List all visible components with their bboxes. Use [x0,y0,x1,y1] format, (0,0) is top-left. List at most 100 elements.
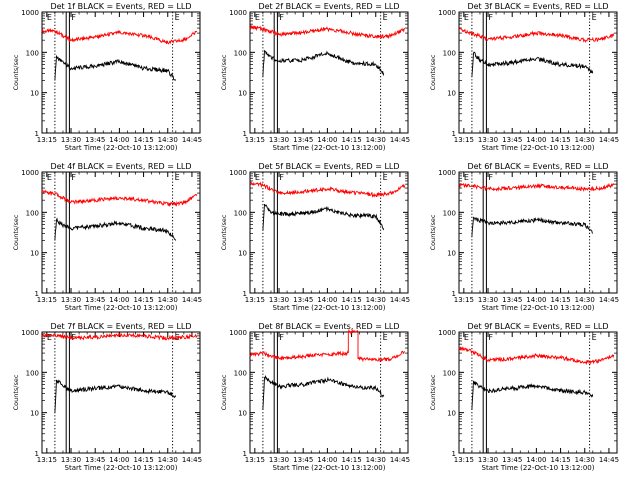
time-marker-label: E [175,13,180,22]
x-tick-label: 14:45 [182,456,202,464]
series-line-red [41,189,198,208]
chart-title: Det 6f BLACK = Events, RED = LLD [467,162,608,171]
time-marker-label: F [279,13,284,22]
x-tick-label: 14:15 [133,136,153,144]
x-tick-label: 14:45 [390,456,410,464]
time-marker-label: E [255,173,260,182]
x-tick-label: 14:00 [317,456,337,464]
time-marker-label: E [592,13,597,22]
time-marker-label: E [464,333,469,342]
time-marker-label: E [255,13,260,22]
x-axis-label: Start Time (22-Oct-10 13:12:00) [65,464,178,472]
time-marker-label: E [592,173,597,182]
plot-frame [249,171,409,294]
chart-title: Det 4f BLACK = Events, RED = LLD [50,162,191,171]
x-tick-label: 14:45 [390,136,410,144]
y-axis-label: Counts/sec [429,214,437,250]
x-axis-label: Start Time (22-Oct-10 13:12:00) [273,304,386,312]
chart-panel-1: Det 1f BLACK = Events, RED = LLD 1 10 100 10… [12,2,202,152]
x-tick-label: 13:45 [502,456,522,464]
y-axis-label: Counts/sec [12,54,20,90]
time-marker-label: F [488,173,493,182]
chart-title: Det 8f BLACK = Events, RED = LLD [258,322,399,331]
x-tick-label: 14:30 [158,296,178,304]
y-tick-label: 100 [443,49,456,57]
y-axis-label: Counts/sec [220,54,228,90]
x-tick-label: 14:45 [599,456,619,464]
y-tick-label: 10 [447,90,456,98]
series-line-black [54,379,177,413]
x-axis-label: Start Time (22-Oct-10 13:12:00) [273,144,386,152]
y-tick-label: 100 [26,209,39,217]
x-tick-label: 13:45 [85,296,105,304]
time-marker-label: E [383,173,388,182]
x-axis-label: Start Time (22-Oct-10 13:12:00) [482,304,595,312]
y-tick-label: 100 [26,369,39,377]
series-line-black [54,54,177,81]
x-tick-label: 13:30 [61,296,81,304]
y-tick-label: 10 [238,90,247,98]
x-axis-label: Start Time (22-Oct-10 13:12:00) [65,144,178,152]
x-tick-label: 13:15 [37,456,57,464]
x-tick-label: 13:45 [85,136,105,144]
x-tick-label: 14:30 [575,136,595,144]
time-marker-label: E [383,333,388,342]
chart-title: Det 7f BLACK = Events, RED = LLD [50,322,191,331]
x-axis-label: Start Time (22-Oct-10 13:12:00) [273,464,386,472]
x-tick-label: 13:15 [245,136,265,144]
x-tick-label: 14:00 [526,136,546,144]
y-tick-label: 1 [35,450,39,458]
x-tick-label: 13:30 [478,456,498,464]
x-tick-label: 13:45 [502,296,522,304]
time-marker-label: E [175,173,180,182]
y-tick-label: 1 [243,290,247,298]
y-tick-label: 1 [452,130,456,138]
time-marker-label: F [279,173,284,182]
y-tick-label: 10 [238,410,247,418]
x-tick-label: 13:30 [269,296,289,304]
x-tick-label: 13:30 [61,136,81,144]
y-tick-label: 1000 [229,329,247,337]
chart-panel-3: Det 3f BLACK = Events, RED = LLD 1 10 100 10… [429,2,619,152]
series-line-red [249,24,406,40]
x-tick-label: 14:30 [366,456,386,464]
time-marker-label: E [255,333,260,342]
x-tick-label: 14:00 [526,296,546,304]
x-tick-label: 14:15 [550,296,570,304]
chart-panel-6: Det 6f BLACK = Events, RED = LLD 1 10 100 10… [429,162,619,312]
y-tick-label: 1 [35,290,39,298]
x-tick-label: 13:15 [454,456,474,464]
y-tick-label: 100 [234,369,247,377]
y-tick-label: 100 [26,49,39,57]
x-tick-label: 13:15 [454,296,474,304]
x-tick-label: 14:45 [390,296,410,304]
y-tick-label: 1 [243,130,247,138]
y-tick-label: 1000 [21,9,39,17]
series-line-black [262,375,385,410]
x-tick-label: 13:45 [293,456,313,464]
x-tick-label: 13:15 [245,296,265,304]
chart-panel-8: Det 8f BLACK = Events, RED = LLD 1 10 100 10… [220,322,410,472]
time-marker-label: F [71,173,76,182]
y-tick-label: 100 [443,209,456,217]
x-tick-label: 13:45 [293,136,313,144]
series-line-black [471,51,594,77]
x-tick-label: 13:30 [478,136,498,144]
chart-title: Det 2f BLACK = Events, RED = LLD [258,2,399,11]
y-axis-label: Counts/sec [429,374,437,410]
x-tick-label: 14:15 [341,296,361,304]
chart-title: Det 9f BLACK = Events, RED = LLD [467,322,608,331]
y-axis-label: Counts/sec [429,54,437,90]
series-line-black [471,380,594,410]
y-tick-label: 100 [234,209,247,217]
chart-panel-9: Det 9f BLACK = Events, RED = LLD 1 10 100 10… [429,322,619,472]
plot-frame [249,331,409,454]
time-marker-label: E [464,13,469,22]
x-tick-label: 13:30 [269,136,289,144]
plot-frame [249,11,409,134]
y-axis-label: Counts/sec [12,374,20,410]
chart-panel-2: Det 2f BLACK = Events, RED = LLD 1 10 100 10… [220,2,410,152]
y-tick-label: 100 [443,369,456,377]
y-tick-label: 1000 [229,9,247,17]
